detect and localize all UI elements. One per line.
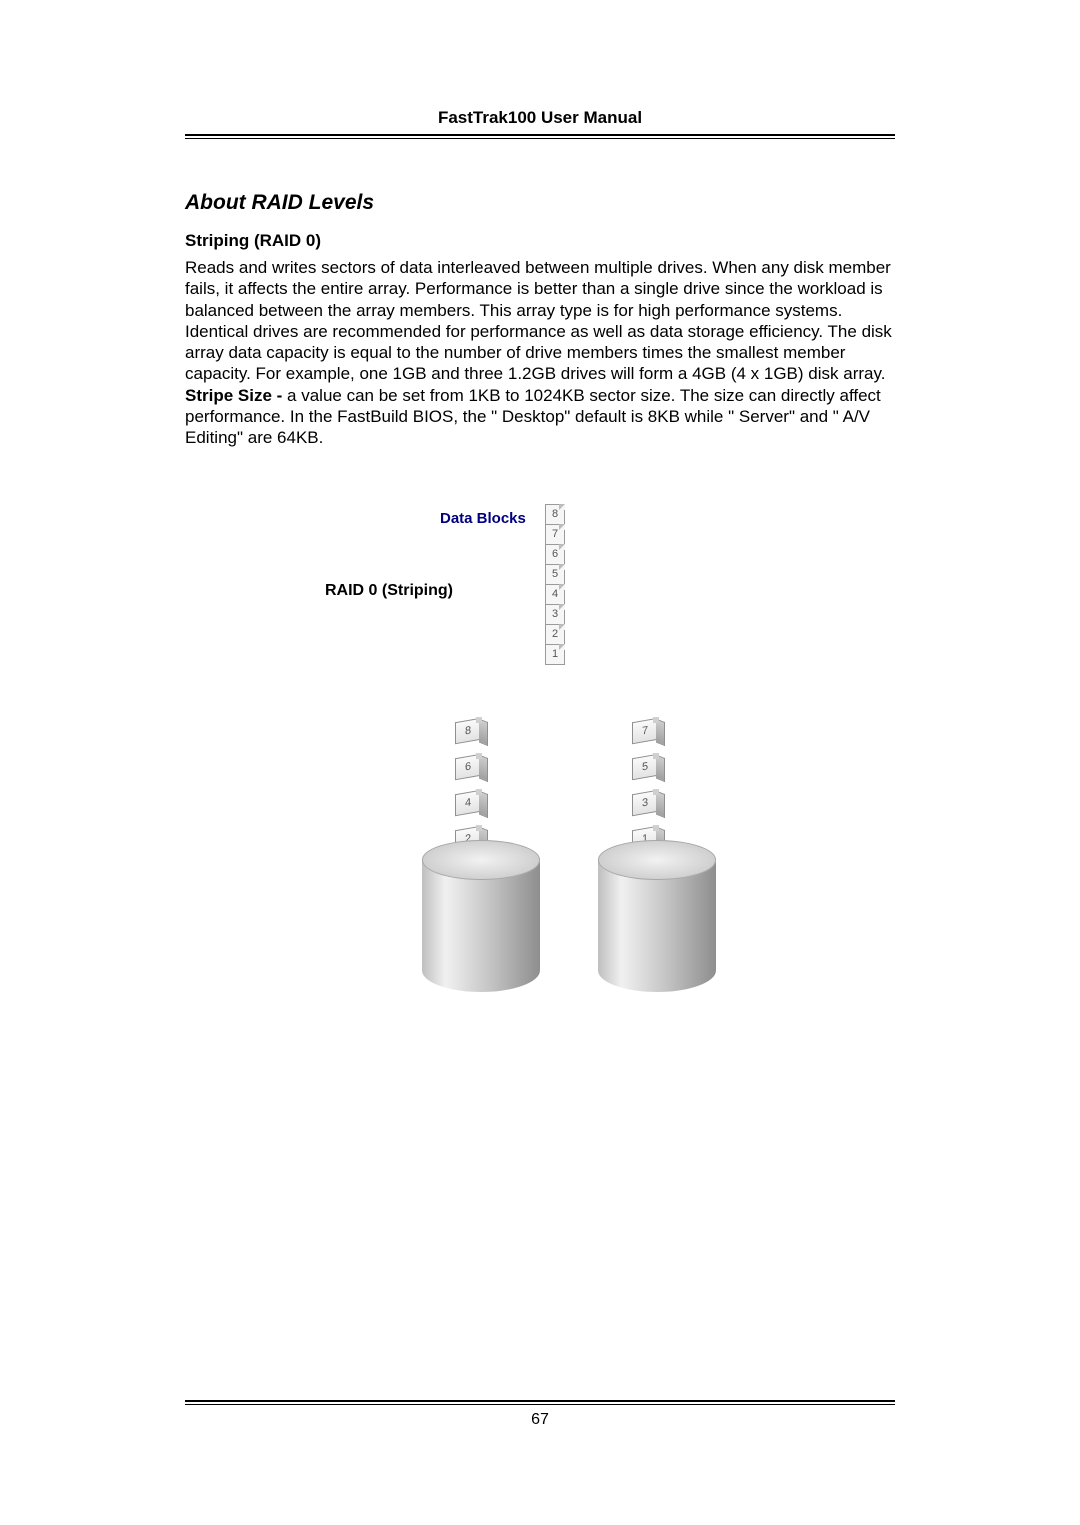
footer: 67 <box>185 1400 895 1429</box>
cylinder-top <box>598 840 716 880</box>
cylinder-top <box>422 840 540 880</box>
drive-block: 5 <box>632 754 658 781</box>
drive-block: 3 <box>632 790 658 817</box>
data-block: 1 <box>545 644 565 665</box>
drive-block: 8 <box>455 718 481 745</box>
section-title: About RAID Levels <box>185 191 895 215</box>
raid0-diagram: Data Blocks RAID 0 (Striping) 8 7 6 5 4 … <box>325 504 755 984</box>
data-block: 4 <box>545 584 565 605</box>
data-block-stack: 8 7 6 5 4 3 2 1 <box>545 504 565 664</box>
drive-block: 6 <box>455 754 481 781</box>
drive-block: 4 <box>455 790 481 817</box>
header-title: FastTrak100 User Manual <box>185 108 895 134</box>
drive-cylinder-left <box>422 860 540 992</box>
drive-block: 7 <box>632 718 658 745</box>
drive-cylinder-right <box>598 860 716 992</box>
header-rule-thick <box>185 134 895 136</box>
diagram-container: Data Blocks RAID 0 (Striping) 8 7 6 5 4 … <box>185 504 895 984</box>
header: FastTrak100 User Manual <box>185 108 895 139</box>
footer-rule-thick <box>185 1400 895 1402</box>
data-block: 5 <box>545 564 565 585</box>
page-number: 67 <box>185 1411 895 1429</box>
body-text-1: Reads and writes sectors of data interle… <box>185 258 892 383</box>
header-rule-thin <box>185 138 895 139</box>
subsection-heading: Striping (RAID 0) <box>185 231 895 251</box>
body-paragraph: Reads and writes sectors of data interle… <box>185 257 895 448</box>
footer-rule-thin <box>185 1404 895 1405</box>
document-page: FastTrak100 User Manual About RAID Level… <box>0 0 1080 1525</box>
data-block: 6 <box>545 544 565 565</box>
label-raid0: RAID 0 (Striping) <box>325 582 453 600</box>
stripe-size-label: Stripe Size - <box>185 386 287 405</box>
label-data-blocks: Data Blocks <box>440 510 526 527</box>
data-block: 8 <box>545 504 565 525</box>
cylinder-body <box>422 860 540 992</box>
data-block: 7 <box>545 524 565 545</box>
data-block: 2 <box>545 624 565 645</box>
cylinder-body <box>598 860 716 992</box>
data-block: 3 <box>545 604 565 625</box>
body-text-2: a value can be set from 1KB to 1024KB se… <box>185 386 881 448</box>
